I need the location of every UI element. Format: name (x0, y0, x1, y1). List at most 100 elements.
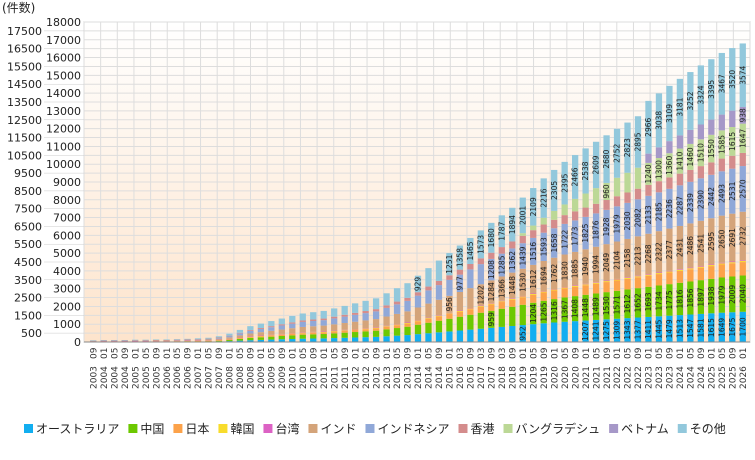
bar-segment (477, 306, 484, 313)
x-tick-year: 2004 (100, 366, 110, 389)
bar-segment (708, 59, 715, 120)
data-label: 2040 (738, 284, 747, 303)
bar-segment (320, 325, 327, 332)
data-label: 1550 (707, 139, 716, 158)
bar-segment (320, 334, 327, 339)
bar-segment (425, 268, 432, 287)
bar-segment (488, 252, 495, 259)
bar-segment (739, 311, 746, 342)
data-label: 3181 (676, 97, 685, 116)
data-label: 1202 (476, 285, 485, 304)
bar-segment (509, 248, 516, 273)
bar-segment (687, 268, 694, 270)
bar-segment (739, 43, 746, 107)
bar-segment (519, 197, 526, 234)
bar-segment (215, 340, 223, 341)
y-tick-label: 12500 (7, 114, 42, 127)
bar-segment (708, 174, 715, 219)
legend-label: 韓国 (230, 422, 254, 436)
bar-segment (163, 339, 170, 341)
bar-segment (268, 327, 275, 331)
y-tick-label: 7000 (53, 212, 81, 225)
bar-segment (718, 262, 725, 264)
bar-segment (519, 233, 526, 236)
bar-segment (310, 338, 317, 342)
bar-segment (687, 181, 694, 224)
bar-segment (372, 327, 380, 329)
bar-segment (561, 254, 568, 288)
bar-segment (477, 305, 484, 307)
bar-segment (540, 224, 547, 233)
data-label: 3109 (665, 104, 674, 123)
bar-segment (582, 284, 589, 286)
bar-segment (310, 312, 317, 320)
x-tick-year: 2015 (446, 366, 456, 389)
data-label: 2213 (634, 246, 643, 265)
bar-segment (414, 295, 422, 308)
bar-segment (519, 325, 526, 342)
bar-segment (509, 207, 516, 242)
bar-segment (341, 314, 348, 317)
bar-segment (467, 288, 474, 309)
bar-segment (666, 153, 673, 178)
bar-segment (352, 329, 359, 330)
bar-segment (132, 340, 139, 341)
bar-segment (268, 334, 275, 336)
x-tick-year: 2013 (383, 366, 393, 389)
bar-segment (540, 232, 547, 261)
data-label: 2185 (655, 202, 664, 221)
bar-segment (645, 100, 652, 154)
bar-segment (676, 225, 684, 270)
x-tick-year: 2012 (372, 366, 382, 389)
x-tick-month: 05 (592, 348, 602, 359)
bar-segment (488, 280, 495, 304)
bar-segment (697, 267, 704, 281)
bar-segment (215, 340, 223, 342)
bar-segment (603, 244, 610, 281)
bar-segment (194, 340, 202, 341)
x-tick-year: 2003 (89, 366, 99, 389)
x-tick-month: 05 (425, 348, 435, 359)
x-tick-year: 2011 (330, 366, 340, 389)
y-tick-label: 11500 (7, 132, 42, 145)
y-tick-label: 13000 (46, 105, 81, 118)
x-tick-year: 2019 (519, 366, 529, 389)
bar-segment (352, 314, 359, 322)
y-tick-label: 4000 (53, 265, 81, 278)
x-tick-year: 2022 (634, 366, 644, 389)
x-tick-year: 2025 (728, 366, 738, 389)
bar-segment (268, 321, 275, 327)
bar-segment (121, 340, 128, 341)
x-tick-year: 2016 (467, 366, 477, 389)
bar-segment (467, 314, 474, 330)
bar-segment (299, 321, 306, 327)
x-tick-year: 2013 (393, 366, 403, 389)
bar-segment (393, 325, 401, 329)
bar-segment (645, 153, 652, 163)
data-label: 2541 (696, 234, 705, 253)
bar-segment (289, 335, 296, 339)
bar-segment (551, 322, 558, 342)
bar-segment (372, 328, 380, 331)
bar-segment (613, 278, 621, 280)
data-label: 2531 (728, 181, 737, 200)
y-tick-label: 15500 (7, 60, 42, 73)
data-label: 1366 (497, 279, 506, 298)
bar-segment (551, 169, 558, 211)
bar-segment (404, 335, 411, 342)
legend-label: 台湾 (275, 421, 299, 436)
bar-segment (278, 334, 285, 337)
bar-segment (446, 253, 453, 276)
bar-segment (676, 185, 684, 226)
y-tick-label: 6000 (53, 229, 81, 242)
x-tick-month: 05 (624, 348, 634, 359)
bar-segment (435, 316, 443, 321)
bar-segment (718, 312, 725, 342)
bar-segment (215, 338, 223, 340)
data-label: 2158 (623, 248, 632, 267)
bar-segment (289, 333, 296, 334)
data-label: 2538 (581, 161, 590, 180)
bar-segment (718, 52, 725, 115)
bar-segment (456, 316, 464, 331)
bar-segment (477, 312, 484, 329)
